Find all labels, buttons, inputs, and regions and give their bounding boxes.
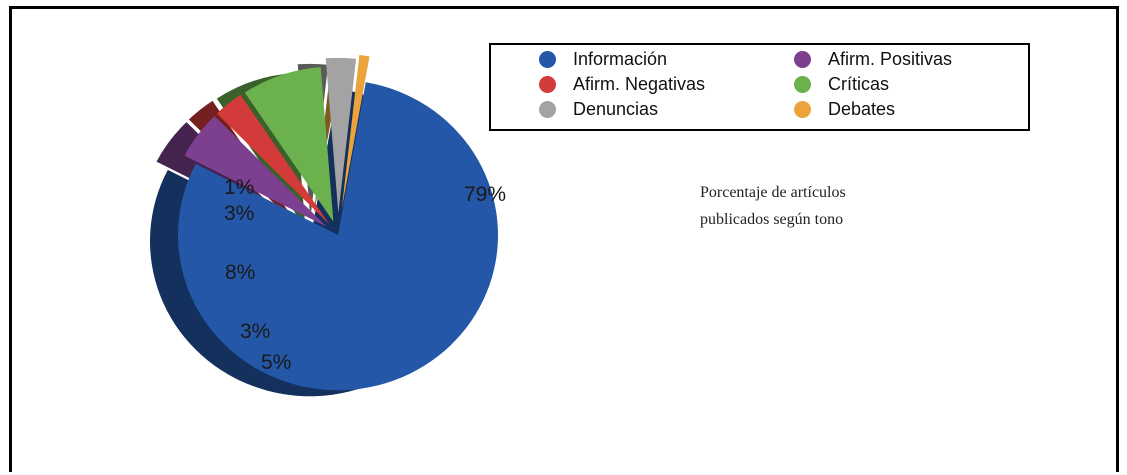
legend-item-informacion: Información xyxy=(539,49,667,70)
pie-face-layer xyxy=(178,55,499,391)
data-label-afirm-positivas: 5% xyxy=(261,351,291,374)
pie-slice-afirm-negativas xyxy=(216,94,330,225)
legend-label-afirm-positivas: Afirm. Positivas xyxy=(828,49,953,69)
pie-slice-informacion xyxy=(178,82,499,391)
chart-title-line-1: Porcentaje de artículos xyxy=(700,184,846,201)
legend-label-informacion: Información xyxy=(573,49,668,69)
chart-frame: 79% 5% 3% 8% 3% 1% Información Afirm. Negativa… xyxy=(9,6,1119,472)
legend-item-afirm-positivas: Afirm. Positivas xyxy=(794,49,952,70)
legend-label-afirm-negativas: Afirm. Negativas xyxy=(573,74,706,94)
data-label-informacion: 79% xyxy=(464,183,506,206)
legend-item-debates: Debates xyxy=(794,99,895,120)
legend-item-denuncias: Denuncias xyxy=(539,99,658,120)
legend-label-denuncias: Denuncias xyxy=(573,99,659,119)
legend-item-afirm-negativas: Afirm. Negativas xyxy=(539,74,705,95)
pie-slice-criticas xyxy=(244,67,334,222)
legend-item-criticas: Críticas xyxy=(794,74,889,95)
data-label-denuncias: 3% xyxy=(224,202,254,225)
pie-slice-afirm-positivas xyxy=(184,116,327,227)
pie-chart: 79% 5% 3% 8% 3% 1% xyxy=(150,55,506,397)
pie-label-layer: 79% 5% 3% 8% 3% 1% xyxy=(224,176,506,374)
legend-swatch-informacion xyxy=(539,51,556,68)
chart-title: Porcentaje de artículos publicados según… xyxy=(700,179,920,233)
pie-slice-debates xyxy=(341,55,370,210)
data-label-criticas: 8% xyxy=(225,261,255,284)
chart-title-line-2: publicados según tono xyxy=(700,211,844,228)
legend-swatch-afirm-positivas xyxy=(794,51,811,68)
pie-slice-denuncias xyxy=(325,57,357,214)
data-label-afirm-negativas: 3% xyxy=(240,320,270,343)
legend-swatch-debates xyxy=(794,101,811,118)
legend-swatch-denuncias xyxy=(539,101,556,118)
legend-label-criticas: Críticas xyxy=(828,74,890,94)
legend: Información Afirm. Negativas Denuncias Afir… xyxy=(489,43,1030,131)
legend-swatch-afirm-negativas xyxy=(539,76,556,93)
legend-label-debates: Debates xyxy=(828,99,896,119)
legend-swatch-criticas xyxy=(794,76,811,93)
data-label-debates: 1% xyxy=(224,176,254,199)
